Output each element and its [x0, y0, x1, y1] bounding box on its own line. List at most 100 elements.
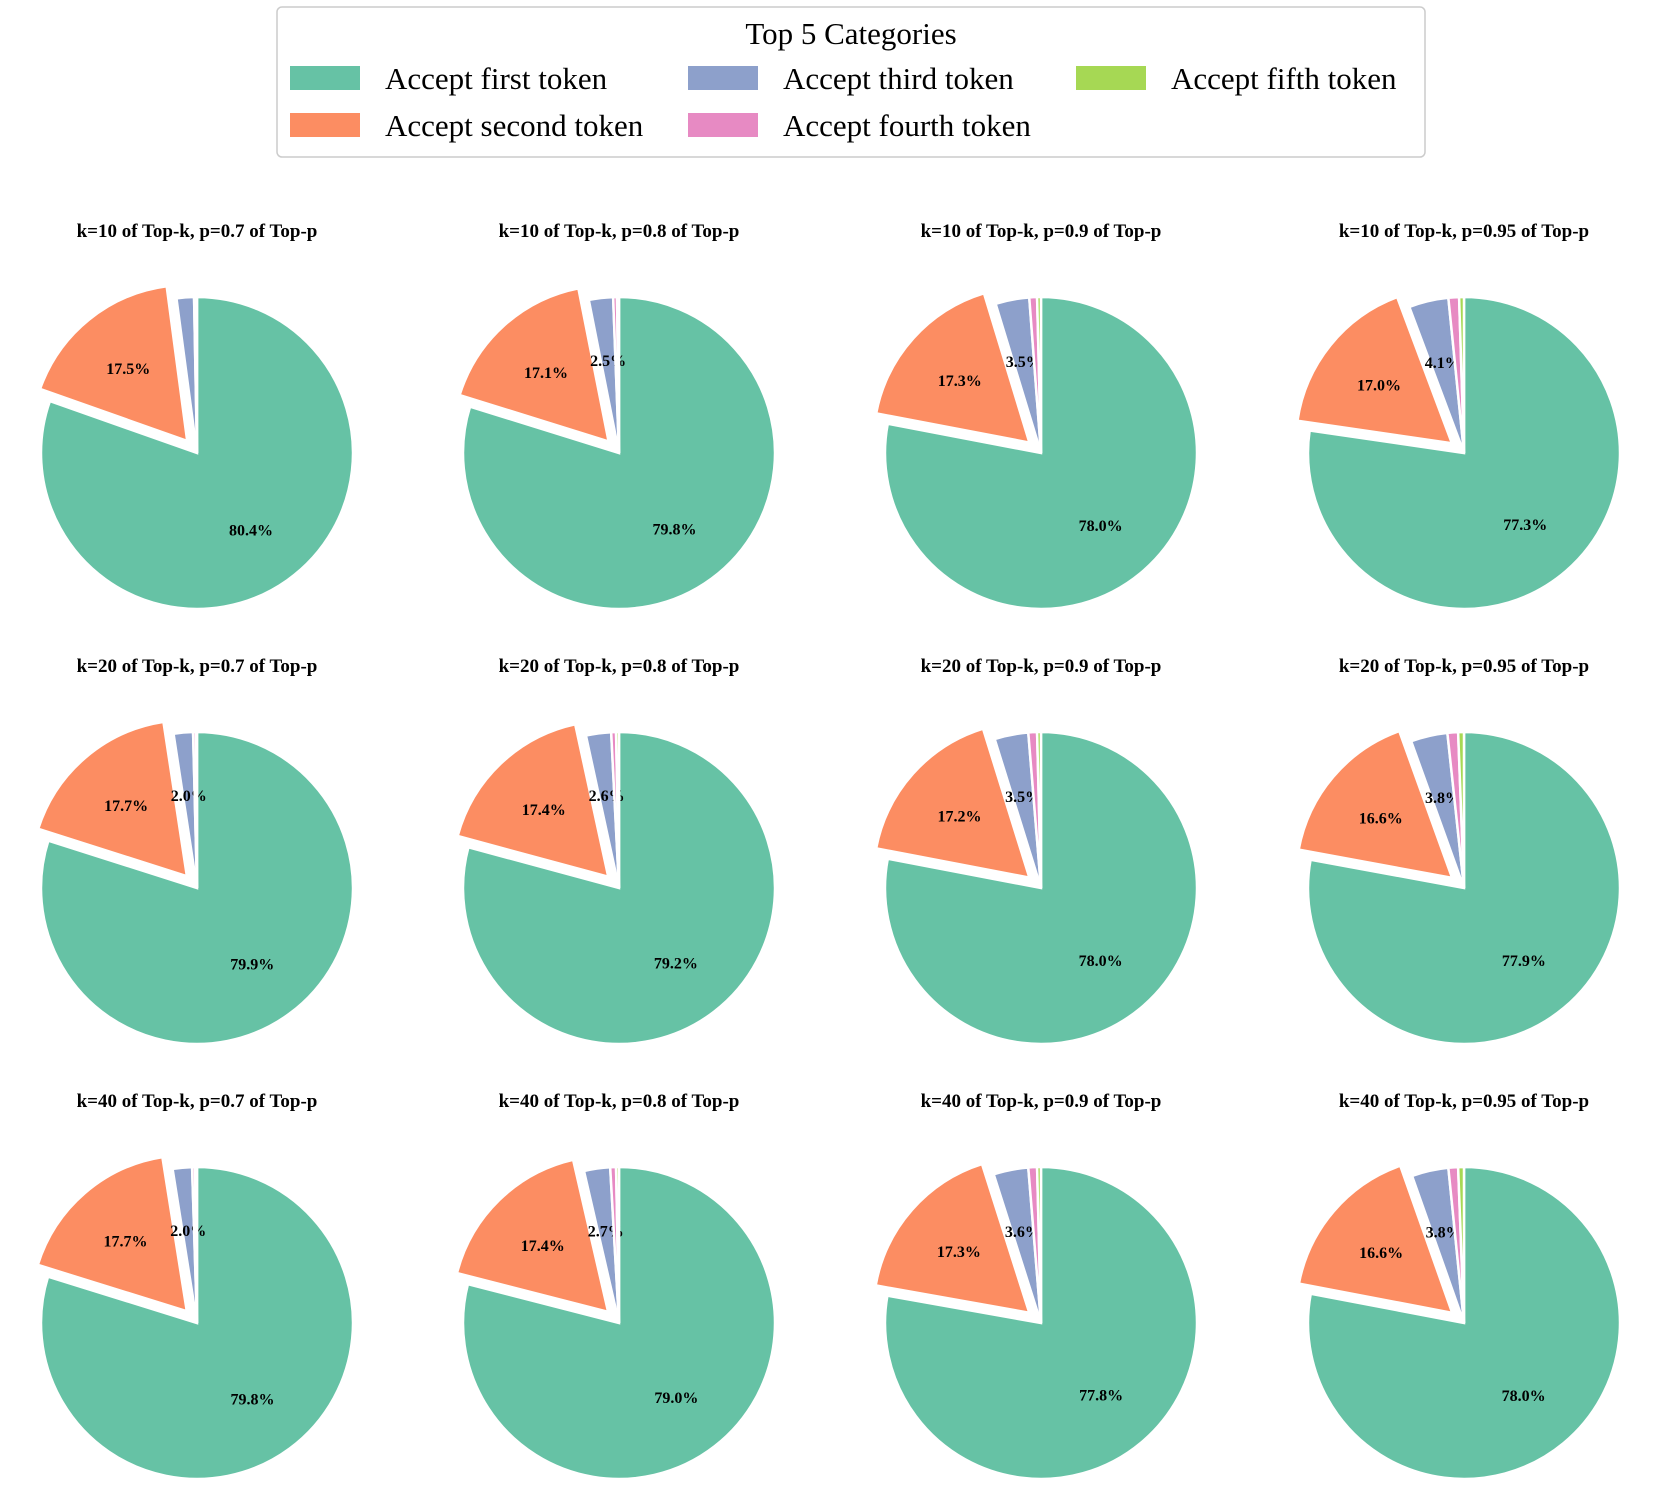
- data-label: 17.5%: [106, 361, 150, 378]
- pie-slice: [1306, 295, 1622, 611]
- pie-slice: [1035, 730, 1043, 889]
- panel-title: k=20 of Top-k, p=0.7 of Top-p: [77, 656, 318, 677]
- pie-slice: [36, 1155, 189, 1313]
- pie-panel: k=20 of Top-k, p=0.95 of Top-p 77.9% 16.6%…: [1297, 656, 1622, 1046]
- data-label: 78.0%: [1502, 1388, 1546, 1405]
- pie-panel: k=10 of Top-k, p=0.9 of Top-p78.0%17.3%3…: [874, 221, 1199, 611]
- pie-slice: [193, 1165, 199, 1324]
- data-label: 79.9%: [230, 957, 274, 974]
- data-label: 3.8%: [1426, 1225, 1462, 1242]
- legend-swatch: [290, 66, 360, 90]
- panel-title: k=20 of Top-k, p=0.95 of Top-p: [1339, 656, 1589, 677]
- pie-slice: [1296, 295, 1454, 445]
- pie-panel: k=40 of Top-k, p=0.8 of Top-p79.0%17.4%2…: [455, 1091, 777, 1481]
- pie-slice: [1456, 1165, 1466, 1324]
- data-label: 77.8%: [1079, 1388, 1123, 1405]
- data-label: 3.6%: [1005, 1224, 1041, 1241]
- pie-slice: [874, 1162, 1032, 1315]
- pie-slice: [1297, 729, 1455, 880]
- pie-slice: [1456, 730, 1466, 889]
- legend-swatch: [688, 66, 758, 90]
- data-label: 16.6%: [1359, 1245, 1403, 1262]
- data-label: 17.3%: [937, 1244, 981, 1261]
- pie-slice: [38, 284, 189, 443]
- pie-slice: [36, 720, 189, 878]
- data-label: 17.7%: [104, 798, 148, 815]
- pie-panel: k=40 of Top-k, p=0.7 of Top-p 79.8% 17.7% 2…: [36, 1091, 355, 1481]
- panel-title: k=20 of Top-k, p=0.9 of Top-p: [921, 656, 1162, 677]
- pie-slice: [1035, 295, 1043, 454]
- data-label: 4.1%: [1425, 355, 1461, 372]
- data-label: 17.2%: [938, 808, 982, 825]
- pie-slice: [461, 730, 777, 1046]
- legend-title: Top 5 Categories: [745, 16, 956, 51]
- pie-slice: [874, 727, 1032, 880]
- data-label: 2.0%: [171, 788, 207, 805]
- pie-slice: [39, 295, 355, 611]
- pie-slice: [194, 730, 199, 889]
- pie-panel: k=10 of Top-k, p=0.7 of Top-p 80.4% 17.5%: [38, 221, 355, 611]
- data-label: 2.5%: [590, 353, 626, 370]
- data-label: 17.4%: [522, 802, 566, 819]
- data-label: 79.2%: [654, 955, 698, 972]
- pie-slice: [883, 730, 1199, 1046]
- legend-entry-label: Accept fourth token: [783, 108, 1031, 143]
- data-label: 2.0%: [170, 1223, 206, 1240]
- pie-slice: [883, 295, 1199, 611]
- pie-slice: [1306, 1165, 1622, 1481]
- pie-slice: [614, 1165, 621, 1324]
- data-label: 3.8%: [1425, 790, 1461, 807]
- legend-entry-label: Accept third token: [783, 61, 1014, 96]
- legend-swatch: [688, 113, 758, 137]
- panel-title: k=40 of Top-k, p=0.95 of Top-p: [1339, 1091, 1589, 1112]
- panel-title: k=40 of Top-k, p=0.9 of Top-p: [921, 1091, 1162, 1112]
- panel-title: k=20 of Top-k, p=0.8 of Top-p: [499, 656, 740, 677]
- data-label: 17.7%: [104, 1233, 148, 1250]
- pie-slice: [1297, 1164, 1455, 1315]
- data-label: 17.4%: [521, 1238, 565, 1255]
- pie-slice: [194, 295, 199, 454]
- pie-slice: [874, 291, 1032, 445]
- pie-slice: [614, 730, 621, 889]
- pie-slice: [1035, 1165, 1043, 1324]
- pie-slice: [615, 295, 621, 454]
- data-label: 78.0%: [1079, 518, 1123, 535]
- legend-entry-label: Accept fifth token: [1171, 61, 1397, 96]
- legend-frame: [276, 6, 1426, 158]
- legend-entry-label: Accept second token: [385, 108, 644, 143]
- data-label: 77.3%: [1503, 517, 1547, 534]
- data-label: 17.1%: [524, 365, 568, 382]
- legend: Top 5 Categories Accept first token Accept…: [276, 6, 1426, 158]
- pie-slice: [455, 1158, 610, 1314]
- pie-panel: k=40 of Top-k, p=0.95 of Top-p 78.0% 16.6%…: [1297, 1091, 1622, 1481]
- pie-panel: k=10 of Top-k, p=0.8 of Top-p 79.8% 17.1% 2…: [458, 221, 777, 611]
- data-label: 17.3%: [938, 373, 982, 390]
- panel-title: k=10 of Top-k, p=0.9 of Top-p: [921, 221, 1162, 242]
- panel-title: k=10 of Top-k, p=0.95 of Top-p: [1339, 221, 1589, 242]
- data-label: 78.0%: [1079, 953, 1123, 970]
- panel-title: k=40 of Top-k, p=0.7 of Top-p: [77, 1091, 318, 1112]
- pie-panel: k=20 of Top-k, p=0.7 of Top-p 79.9% 17.7% 2…: [36, 656, 355, 1046]
- pie-panel: k=20 of Top-k, p=0.9 of Top-p78.0%17.2%3…: [874, 656, 1199, 1046]
- data-label: 80.4%: [229, 522, 273, 539]
- data-label: 16.6%: [1359, 810, 1403, 827]
- panel-title: k=40 of Top-k, p=0.8 of Top-p: [499, 1091, 740, 1112]
- legend-entry-label: Accept first token: [385, 61, 608, 96]
- legend-swatch: [290, 113, 360, 137]
- data-label: 79.8%: [652, 521, 696, 538]
- pie-panel: k=10 of Top-k, p=0.95 of Top-p 77.3% 17.0%…: [1296, 221, 1622, 611]
- pie-slice: [456, 722, 610, 879]
- panel-title: k=10 of Top-k, p=0.8 of Top-p: [499, 221, 740, 242]
- data-label: 17.0%: [1357, 377, 1401, 394]
- pie-slice: [458, 286, 611, 444]
- pie-slice: [461, 1165, 777, 1481]
- data-label: 79.8%: [230, 1391, 274, 1408]
- pie-slice: [1306, 730, 1622, 1046]
- pie-panel: k=20 of Top-k, p=0.8 of Top-p79.2%17.4%2…: [456, 656, 777, 1046]
- pie-panel: k=40 of Top-k, p=0.9 of Top-p 77.8% 17.3% 3…: [874, 1091, 1199, 1481]
- panel-title: k=10 of Top-k, p=0.7 of Top-p: [77, 221, 318, 242]
- data-label: 77.9%: [1502, 953, 1546, 970]
- pie-slice: [1457, 295, 1466, 454]
- data-label: 79.0%: [654, 1390, 698, 1407]
